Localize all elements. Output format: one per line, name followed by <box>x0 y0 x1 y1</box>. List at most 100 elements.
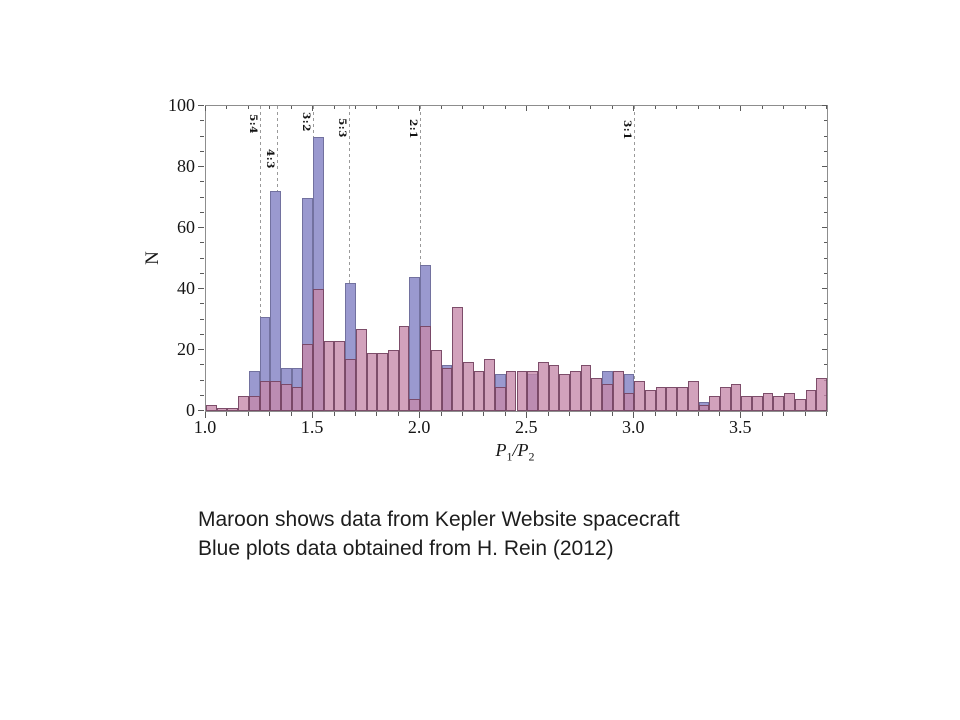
x-tick-label: 1.5 <box>300 417 324 437</box>
blue-bar <box>409 276 421 411</box>
x-tick-top <box>247 106 249 109</box>
caption-line-maroon: Maroon shows data from Kepler Website sp… <box>198 508 680 531</box>
y-tick-label: 60 <box>177 217 195 237</box>
y-tick <box>200 135 204 137</box>
resonance-label-5-4: 5:4 <box>246 114 259 134</box>
x-axis-title-divider: / <box>512 440 518 460</box>
y-tick <box>198 349 204 350</box>
y-tick <box>200 272 204 274</box>
maroon-bar <box>227 408 239 411</box>
maroon-bar <box>570 371 581 411</box>
maroon-bar <box>602 383 613 411</box>
maroon-bar <box>527 371 538 411</box>
y-tick-right <box>822 288 827 289</box>
maroon-bar <box>495 386 506 411</box>
x-tick <box>718 412 720 416</box>
maroon-bar <box>559 374 571 411</box>
maroon-bar <box>816 377 827 411</box>
maroon-bar <box>334 340 346 411</box>
maroon-bar <box>773 395 785 411</box>
x-tick-label: 3.0 <box>622 417 645 437</box>
maroon-bar <box>719 386 731 411</box>
x-axis-title-p2: P <box>517 440 529 460</box>
x-tick <box>397 412 399 416</box>
maroon-bar <box>452 307 463 411</box>
x-tick-top <box>376 106 378 109</box>
x-tick <box>333 412 335 416</box>
maroon-bar <box>698 404 710 411</box>
y-tick <box>200 211 204 213</box>
x-tick <box>547 412 549 416</box>
y-tick-right <box>824 120 827 122</box>
y-tick <box>200 181 204 183</box>
resonance-label-5-3: 5:3 <box>335 118 348 138</box>
y-tick-right <box>824 303 827 305</box>
figure-caption: Maroon shows data from Kepler Website sp… <box>198 505 680 563</box>
y-tick-right <box>824 333 827 335</box>
maroon-bar <box>398 325 410 411</box>
maroon-bar <box>634 380 645 411</box>
maroon-bar <box>409 398 421 411</box>
x-tick <box>761 412 763 416</box>
maroon-bar <box>666 386 678 411</box>
y-tick-right <box>822 166 827 167</box>
maroon-bar <box>516 371 528 411</box>
y-tick <box>200 394 204 396</box>
x-tick <box>419 412 421 418</box>
x-tick-top <box>226 106 228 109</box>
y-tick <box>200 150 204 152</box>
resonance-label-3-1: 3:1 <box>621 120 634 140</box>
y-tick-right <box>824 150 827 152</box>
plot-area: 5:4 4:3 3:2 5:3 2:1 3:1 <box>205 105 828 412</box>
maroon-bar <box>259 380 271 411</box>
y-tick-right <box>824 181 827 183</box>
maroon-bar <box>462 362 474 411</box>
x-tick-top <box>312 106 314 111</box>
x-tick <box>205 412 206 418</box>
y-tick-right <box>822 349 827 350</box>
maroon-bar <box>484 359 496 411</box>
x-tick <box>462 412 463 416</box>
x-tick <box>676 412 678 416</box>
x-tick <box>247 412 249 416</box>
x-tick-top <box>783 106 785 109</box>
resonance-label-4-3: 4:3 <box>264 149 277 169</box>
x-tick-top <box>205 106 206 111</box>
y-tick <box>200 196 204 198</box>
y-tick-label: 0 <box>186 400 195 420</box>
x-tick-top <box>718 106 720 109</box>
y-tick <box>200 303 204 305</box>
x-tick <box>697 412 699 416</box>
maroon-bar <box>291 386 303 411</box>
y-tick <box>198 288 204 289</box>
y-tick-right <box>824 318 827 320</box>
resonance-label-3-2: 3:2 <box>300 112 313 132</box>
x-tick <box>740 412 742 418</box>
maroon-bar <box>430 350 442 411</box>
y-tick <box>198 166 204 167</box>
y-tick <box>200 364 204 366</box>
x-tick-top <box>333 106 335 109</box>
blue-bar <box>270 191 281 411</box>
y-tick-right <box>824 196 827 198</box>
resonance-label-2-1: 2:1 <box>407 119 420 139</box>
maroon-bar <box>388 350 399 411</box>
x-tick <box>654 412 656 416</box>
x-tick-label: 1.0 <box>193 417 217 437</box>
x-tick <box>269 412 271 416</box>
x-tick-top <box>633 106 635 111</box>
y-tick <box>198 410 204 411</box>
x-tick-top <box>761 106 763 109</box>
maroon-bar <box>687 380 699 411</box>
maroon-bar <box>280 383 292 411</box>
maroon-bar <box>345 359 356 411</box>
y-tick-label: 80 <box>177 156 195 176</box>
x-tick-top <box>483 106 485 109</box>
y-tick <box>200 257 204 259</box>
x-tick-label: 2.0 <box>407 417 431 437</box>
y-tick-right <box>822 105 827 106</box>
maroon-bar <box>580 365 592 411</box>
y-tick <box>200 333 204 335</box>
